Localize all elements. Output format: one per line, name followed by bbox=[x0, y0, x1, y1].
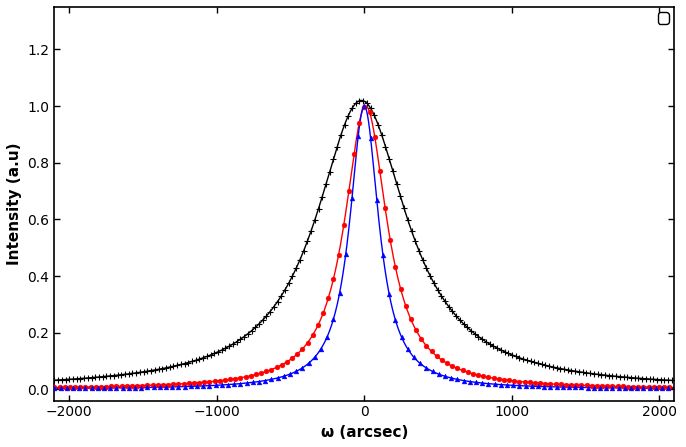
Legend:  bbox=[658, 13, 669, 24]
Y-axis label: Intensity (a.u): Intensity (a.u) bbox=[7, 143, 22, 265]
X-axis label: ω (arcsec): ω (arcsec) bbox=[320, 425, 408, 440]
